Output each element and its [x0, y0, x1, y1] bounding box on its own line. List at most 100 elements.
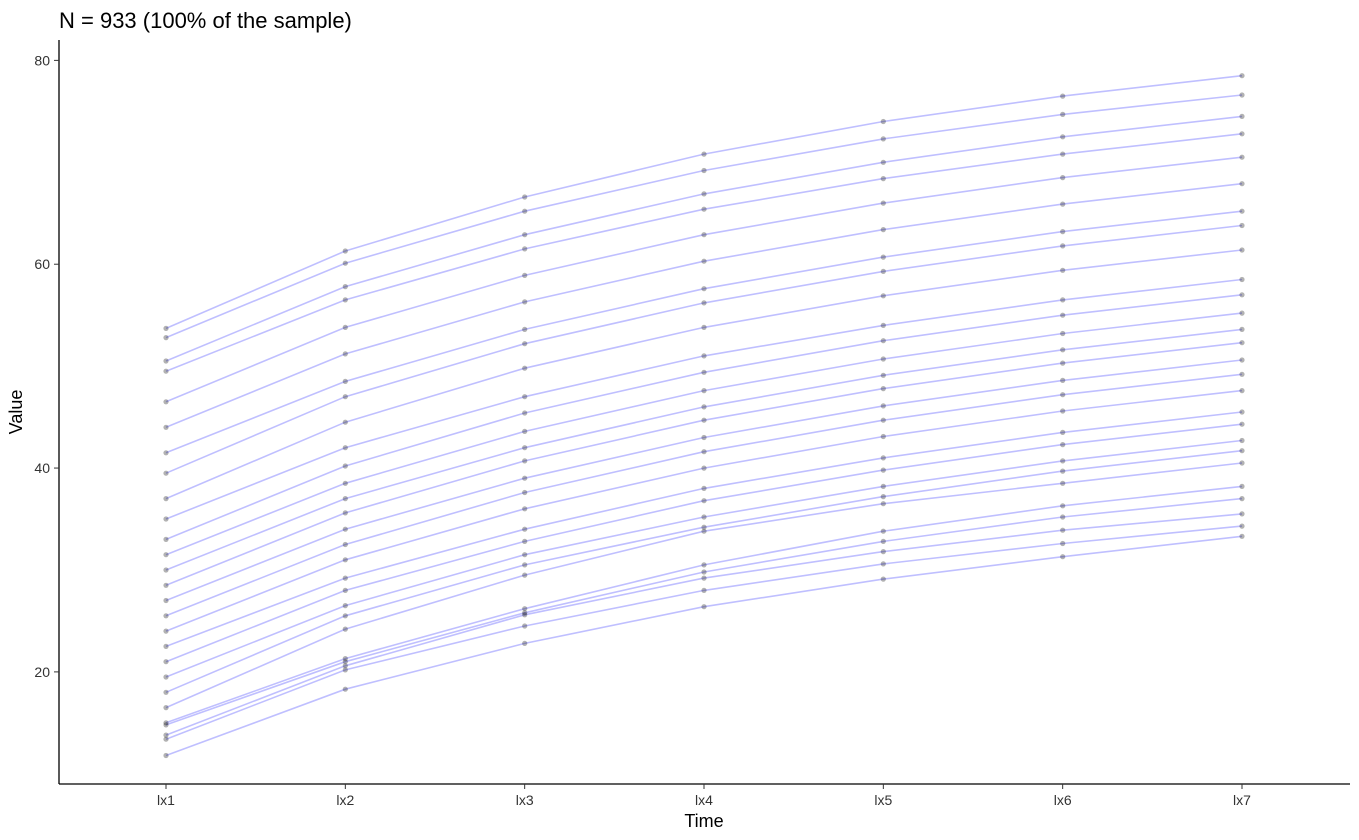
- trajectory-point: [522, 572, 528, 578]
- trajectory-point: [342, 496, 348, 502]
- trajectory-point: [1239, 421, 1245, 427]
- trajectory-line: [165, 462, 1243, 709]
- x-tick-label: lx7: [1233, 792, 1251, 808]
- trajectory-point: [522, 299, 528, 305]
- trajectory-point: [1239, 154, 1245, 160]
- trajectory-line: [165, 74, 1243, 330]
- trajectory-point: [522, 506, 528, 512]
- trajectory-point: [163, 536, 169, 543]
- trajectory-point: [1060, 408, 1066, 414]
- y-tick-label: 40: [34, 460, 50, 476]
- trajectory-point: [163, 720, 169, 726]
- trajectory-point: [880, 417, 886, 423]
- trajectory-point: [1239, 511, 1245, 517]
- trajectory-line: [165, 156, 1243, 403]
- trajectory-point: [163, 399, 169, 405]
- trajectory-point: [880, 136, 886, 142]
- trajectory-point: [701, 498, 707, 504]
- trajectory-point: [1060, 377, 1066, 383]
- trajectory-point: [1239, 496, 1245, 502]
- x-tick-label: lx4: [695, 792, 713, 808]
- trajectory-point: [163, 516, 169, 522]
- trajectory-point: [342, 557, 348, 563]
- trajectory-point: [342, 626, 348, 632]
- trajectory-point: [1239, 409, 1245, 415]
- trajectory-point: [880, 576, 886, 582]
- trajectory-line: [165, 439, 1243, 678]
- trajectory-line: [165, 294, 1243, 541]
- trajectory-point: [342, 541, 348, 548]
- trajectory-point: [1239, 483, 1245, 489]
- trajectory-point: [522, 326, 528, 332]
- trajectory-point: [1060, 540, 1066, 547]
- trajectory-point: [342, 297, 348, 303]
- trajectory-point: [1239, 437, 1245, 444]
- trajectory-point: [1060, 514, 1066, 520]
- trajectory-point: [1060, 392, 1066, 398]
- trajectory-point: [880, 356, 886, 362]
- trajectory-point: [1060, 134, 1066, 140]
- trajectory-point: [522, 612, 528, 618]
- y-axis-ticks: 20 40 60 80: [34, 52, 59, 680]
- trajectory-point: [342, 526, 348, 532]
- trajectory-point: [701, 465, 707, 471]
- trajectory-point: [1060, 554, 1066, 560]
- trajectory-point: [701, 232, 707, 238]
- trajectory-point: [701, 191, 707, 197]
- trajectory-point: [1239, 131, 1245, 137]
- trajectory-point: [1239, 181, 1245, 187]
- trajectory-line: [165, 115, 1243, 362]
- trajectory-point: [163, 705, 169, 711]
- trajectory-point: [522, 489, 528, 496]
- trajectory-line: [165, 535, 1243, 757]
- trajectory-point: [1239, 92, 1245, 98]
- trajectory-point: [522, 475, 528, 481]
- trajectory-point: [522, 365, 528, 371]
- y-axis-label: Value: [6, 390, 26, 435]
- trajectory-point: [880, 338, 886, 344]
- trajectory-point: [1239, 533, 1245, 539]
- trajectory-point: [1060, 429, 1066, 435]
- trajectory-point: [522, 208, 528, 214]
- trajectory-point: [1239, 340, 1245, 346]
- trajectory-point: [163, 752, 169, 759]
- trajectory-point: [163, 659, 169, 665]
- trajectory-point: [522, 445, 528, 451]
- trajectory-point: [163, 450, 169, 456]
- trajectory-point: [163, 470, 169, 476]
- trajectory-point: [522, 552, 528, 558]
- trajectory-point: [1239, 247, 1245, 253]
- trajectory-point: [522, 458, 528, 464]
- trajectory-point: [1060, 111, 1066, 117]
- trajectory-point: [522, 232, 528, 238]
- x-tick-label: lx3: [516, 792, 534, 808]
- trajectory-point: [1060, 442, 1066, 448]
- x-tick-label: lx1: [157, 792, 175, 808]
- trajectory-point: [163, 582, 169, 588]
- trajectory-line: [165, 359, 1243, 602]
- trajectory-point: [1060, 151, 1066, 157]
- trajectory-point: [342, 378, 348, 384]
- trajectory-point: [342, 613, 348, 619]
- trajectory-line: [165, 513, 1243, 736]
- trajectory-line: [165, 341, 1243, 587]
- trajectory-point: [1060, 312, 1066, 318]
- trajectory-point: [701, 324, 707, 330]
- trajectory-point: [522, 246, 528, 252]
- trajectory-point: [163, 643, 169, 650]
- trajectory-point: [1060, 175, 1066, 181]
- trajectory-point: [163, 496, 169, 502]
- trajectory-point: [163, 613, 169, 619]
- trajectory-point: [1239, 371, 1245, 377]
- trajectory-point: [342, 463, 348, 469]
- trajectory-point: [880, 200, 886, 206]
- y-tick-label: 60: [34, 256, 50, 272]
- trajectory-point: [880, 118, 886, 125]
- trajectory-point: [701, 206, 707, 212]
- trajectory-point: [701, 604, 707, 610]
- trajectory-point: [342, 510, 348, 516]
- trajectory-point: [701, 353, 707, 359]
- trajectory-point: [522, 341, 528, 347]
- trajectory-point: [522, 526, 528, 532]
